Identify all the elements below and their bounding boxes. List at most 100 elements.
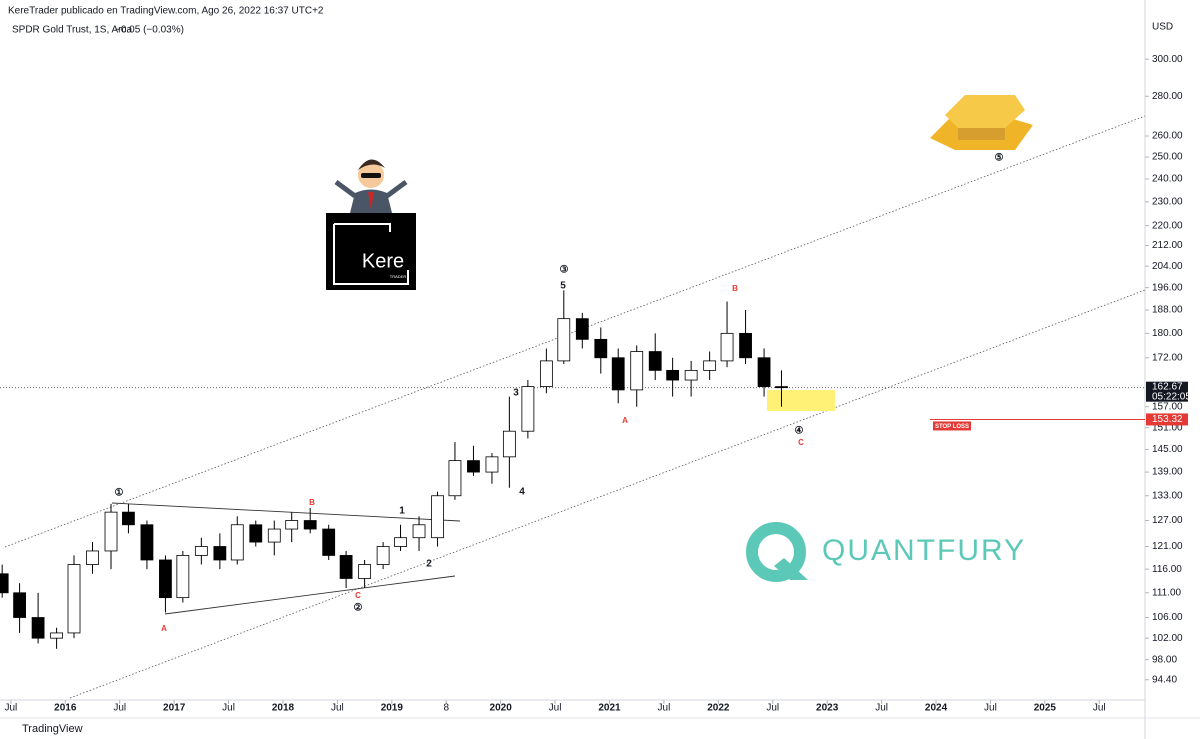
wave-label: 5 [560,281,566,292]
candle [539,348,553,394]
y-tick-label: 204.00 [1152,261,1183,272]
candle [485,453,499,484]
wave-label: ③ [560,265,569,276]
candle [13,583,26,633]
candle [594,327,608,374]
triangle-bottom [164,575,456,615]
wave-label: B [309,498,315,507]
last-price-badge [1146,381,1188,402]
symbol: SPDR Gold Trust, 1S, Arca [12,25,132,36]
change: −0.05 (−0.03%) [115,25,184,36]
wave-label: ① [115,488,124,499]
stop-loss-tag [933,421,971,431]
candle-body [521,386,535,432]
x-tick-label: Jul [222,703,235,714]
candle-body [376,546,390,565]
candle [176,550,190,603]
x-tick-label: 2017 [163,703,186,714]
x-tick-label: Jul [658,703,671,714]
wave-label: 2 [426,559,432,570]
candle [703,351,717,381]
wave-label: C [798,438,804,447]
candle [757,348,771,397]
kere-box [326,213,416,290]
candle [213,533,227,570]
x-tick-label: Jul [875,703,888,714]
candle [339,550,353,588]
candle-body [575,318,589,340]
x-tick-label: 2018 [272,703,295,714]
candle [431,491,444,547]
x-tick-label: Jul [4,703,17,714]
last-price-label: 162.67 [1152,381,1183,392]
kere-frame [333,223,409,285]
candle [412,516,426,551]
candle-body [176,555,190,599]
wave-label: 3 [513,388,519,399]
candle-body [448,460,462,497]
candle-body [213,546,227,561]
candle [557,290,571,365]
countdown: 05:22:05 [1152,391,1191,402]
candle-body [303,520,317,530]
stop-loss-badge [1146,413,1188,426]
candle-body [50,632,63,639]
wave-label: B [732,284,738,293]
gold-bar-side [958,128,1005,140]
x-tick-label: Jul [113,703,126,714]
candle [648,333,662,381]
y-tick-label: 94.40 [1152,674,1177,685]
y-tick-label: 106.00 [1152,612,1183,623]
channel [4,115,1146,699]
candle-body [322,528,336,556]
candle [358,559,372,588]
x-tick-label: 2025 [1034,703,1057,714]
candle-body [720,332,734,362]
y-tick-label: 139.00 [1152,467,1183,478]
quantfury-text: QUANTFURY [822,534,1026,567]
candle-body [230,524,244,561]
candle [775,370,788,407]
y-tick-label: 230.00 [1152,196,1183,207]
y-tick-label: 157.00 [1152,401,1183,412]
candle [67,555,81,639]
wave-label: ④ [795,426,804,437]
publisher: KereTrader publicado en TradingView.com,… [8,6,324,17]
x-tick-label: 2022 [707,703,730,714]
candle-body [502,430,516,458]
x-tick-label: Jul [331,703,344,714]
candle-body [539,360,553,387]
candle [31,592,45,644]
upper-channel [4,115,1146,548]
candle-body [339,555,353,579]
x-tick-label: Jul [766,703,779,714]
x-tick-label: Jul [984,703,997,714]
candle-body [485,456,499,473]
y-tick-label: 280.00 [1152,91,1183,102]
candle [249,520,263,547]
y-tick-label: 220.00 [1152,220,1183,231]
candle-body [684,369,698,381]
candle-body [358,564,372,579]
candle [684,360,698,397]
candle-body [594,338,608,359]
candle-body [431,495,444,539]
x-tick-label: 2016 [54,703,77,714]
x-tick-label: 2023 [816,703,839,714]
candle [739,310,752,365]
candle [720,301,734,368]
candle-body [194,546,208,556]
triangle-top [111,502,461,522]
candle [303,507,317,534]
candle-body [159,559,172,599]
x-tick-label: 2021 [598,703,621,714]
candle [86,542,99,574]
candle [575,312,589,349]
kere-sub: TRADER [390,274,407,279]
candle [140,520,154,570]
candle-body [0,573,9,594]
target-zone [767,390,835,411]
stop-loss-label: 153.32 [1152,414,1183,425]
candle-body [249,524,263,543]
